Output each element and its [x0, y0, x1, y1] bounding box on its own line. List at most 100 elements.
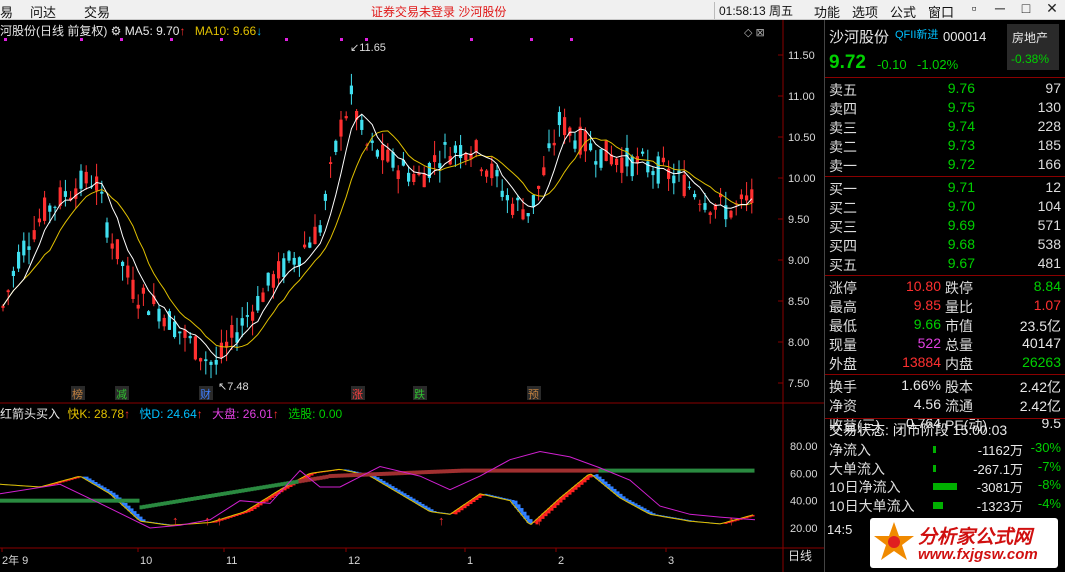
candle-body	[11, 270, 15, 277]
event-marker[interactable]: 预	[528, 388, 539, 401]
y-tick: 9.50	[788, 214, 809, 226]
period-label[interactable]: 日线	[788, 549, 812, 563]
event-marker[interactable]: 减	[116, 388, 127, 401]
x-tick: 2年 9	[2, 553, 28, 567]
signal-dot	[220, 38, 223, 41]
event-marker[interactable]: 涨	[352, 388, 363, 401]
sector-box[interactable]: 房地产 -0.38%	[1007, 24, 1059, 70]
stat-label2: 内盘	[945, 356, 973, 372]
clock: 01:58:13 周五	[714, 2, 793, 19]
candle-body	[95, 176, 99, 191]
chart-area[interactable]: 11.50 11.00 10.50 10.00 9.50 9.00 8.50 8.00 7.50…	[0, 20, 824, 572]
stat-label2: 总量	[945, 337, 973, 353]
flow-bar	[933, 501, 943, 509]
stock-name: 沙河股份	[829, 29, 890, 46]
signal-dot	[570, 38, 573, 41]
candle-body	[407, 172, 411, 182]
stat-label2: 跌停	[945, 280, 973, 296]
book-separator	[825, 275, 1065, 276]
flow-bar	[933, 464, 936, 472]
bid-row[interactable]: 买一 9.71 12	[829, 179, 1061, 198]
candle-body	[438, 163, 442, 168]
ask-price: 9.74	[947, 118, 975, 134]
ask-row[interactable]: 卖三 9.74 228	[829, 118, 1061, 137]
candle-body	[511, 203, 515, 215]
maximize-icon[interactable]: □	[1021, 0, 1031, 16]
bid-row[interactable]: 买四 9.68 538	[829, 236, 1061, 255]
candle-body	[121, 261, 125, 267]
stat-label: 净资	[829, 398, 857, 414]
diamond-icon[interactable]: ◇ ⊠	[744, 27, 765, 39]
flow-value: -1162万	[977, 443, 1023, 458]
stat-value2: 1.07	[1033, 297, 1061, 313]
candle-body	[126, 265, 130, 278]
candle-body	[271, 274, 275, 288]
restore-icon[interactable]: ▫	[971, 0, 977, 16]
bid-row[interactable]: 买五 9.67 481	[829, 255, 1061, 274]
ask-row[interactable]: 卖五 9.76 97	[829, 80, 1061, 99]
stat-value: 0.764	[905, 415, 941, 431]
close-icon[interactable]: ✕	[1046, 0, 1058, 16]
flow-label: 大单流入	[829, 460, 885, 477]
y-tick: 9.00	[788, 255, 809, 267]
minimize-icon[interactable]: ─	[995, 0, 1005, 16]
candle-body	[641, 151, 645, 154]
stat-value: 10.80	[905, 278, 941, 294]
bid-price: 9.71	[947, 179, 975, 195]
stat-value: 4.56	[913, 396, 941, 412]
menu-formula[interactable]: 公式	[890, 5, 917, 20]
logo-url: www.fxjgsw.com	[918, 546, 1038, 563]
candle-body	[599, 149, 603, 168]
menu-trade[interactable]: 交易	[84, 5, 111, 20]
x-tick: 1	[467, 555, 473, 567]
menu-wenda[interactable]: 问达	[30, 5, 57, 20]
candle-body	[422, 173, 426, 188]
event-marker-box[interactable]	[115, 386, 129, 400]
candle-body	[277, 261, 281, 279]
event-marker-box[interactable]	[71, 386, 85, 400]
stat-value: 9.85	[913, 297, 941, 313]
candle-body	[672, 175, 676, 184]
menu-function[interactable]: 功能	[814, 5, 841, 20]
bid-price: 9.69	[947, 217, 975, 233]
ask-price: 9.72	[947, 156, 975, 172]
bid-row[interactable]: 买三 9.69 571	[829, 217, 1061, 236]
candle-body	[724, 205, 728, 220]
candle-body	[547, 143, 551, 149]
ask-row[interactable]: 卖二 9.73 185	[829, 137, 1061, 156]
event-marker-box[interactable]	[527, 386, 541, 400]
event-marker-box[interactable]	[199, 386, 213, 400]
menu-window[interactable]: 窗口	[928, 5, 955, 20]
candle-body	[417, 172, 421, 175]
candle-body	[188, 335, 192, 339]
candle-body	[261, 292, 265, 302]
candle-body	[287, 251, 291, 261]
stat-value: 13884	[902, 354, 941, 370]
event-marker-box[interactable]	[351, 386, 365, 400]
candle-body	[355, 110, 359, 120]
y-tick: 11.50	[788, 50, 815, 62]
candle-body	[235, 332, 239, 343]
flow-label: 10日大单流入	[829, 497, 915, 514]
menu-options[interactable]: 选项	[852, 5, 879, 20]
candle-body	[464, 153, 468, 161]
candle-body	[656, 156, 660, 184]
bid-price: 9.68	[947, 236, 975, 252]
gear-icon[interactable]: ⚙	[110, 24, 122, 38]
event-marker-box[interactable]	[413, 386, 427, 400]
stat-value2: 40147	[1022, 335, 1061, 351]
event-marker[interactable]: 榜	[72, 387, 83, 401]
bid-label: 买四	[829, 238, 857, 254]
event-marker[interactable]: 跌	[414, 387, 425, 401]
login-notice[interactable]: 证券交易未登录 沙河股份	[371, 5, 507, 19]
event-marker[interactable]: 财	[200, 387, 211, 401]
indicator-info-bar: 红箭头买入 快K: 28.78↑ 快D: 24.64↑ 大盘: 26.01↑ 选…	[0, 407, 343, 421]
ask-row[interactable]: 卖四 9.75 130	[829, 99, 1061, 118]
logo-text: 分析家公式网	[918, 527, 1033, 548]
ask-row[interactable]: 卖一 9.72 166	[829, 156, 1061, 175]
watermark-logo: 分析家公式网 www.fxjgsw.com	[870, 518, 1058, 568]
signal-dot	[365, 38, 368, 41]
bid-row[interactable]: 买二 9.70 104	[829, 198, 1061, 217]
candle-body	[563, 117, 567, 136]
fast-k-value: 快K: 28.78	[67, 407, 125, 421]
